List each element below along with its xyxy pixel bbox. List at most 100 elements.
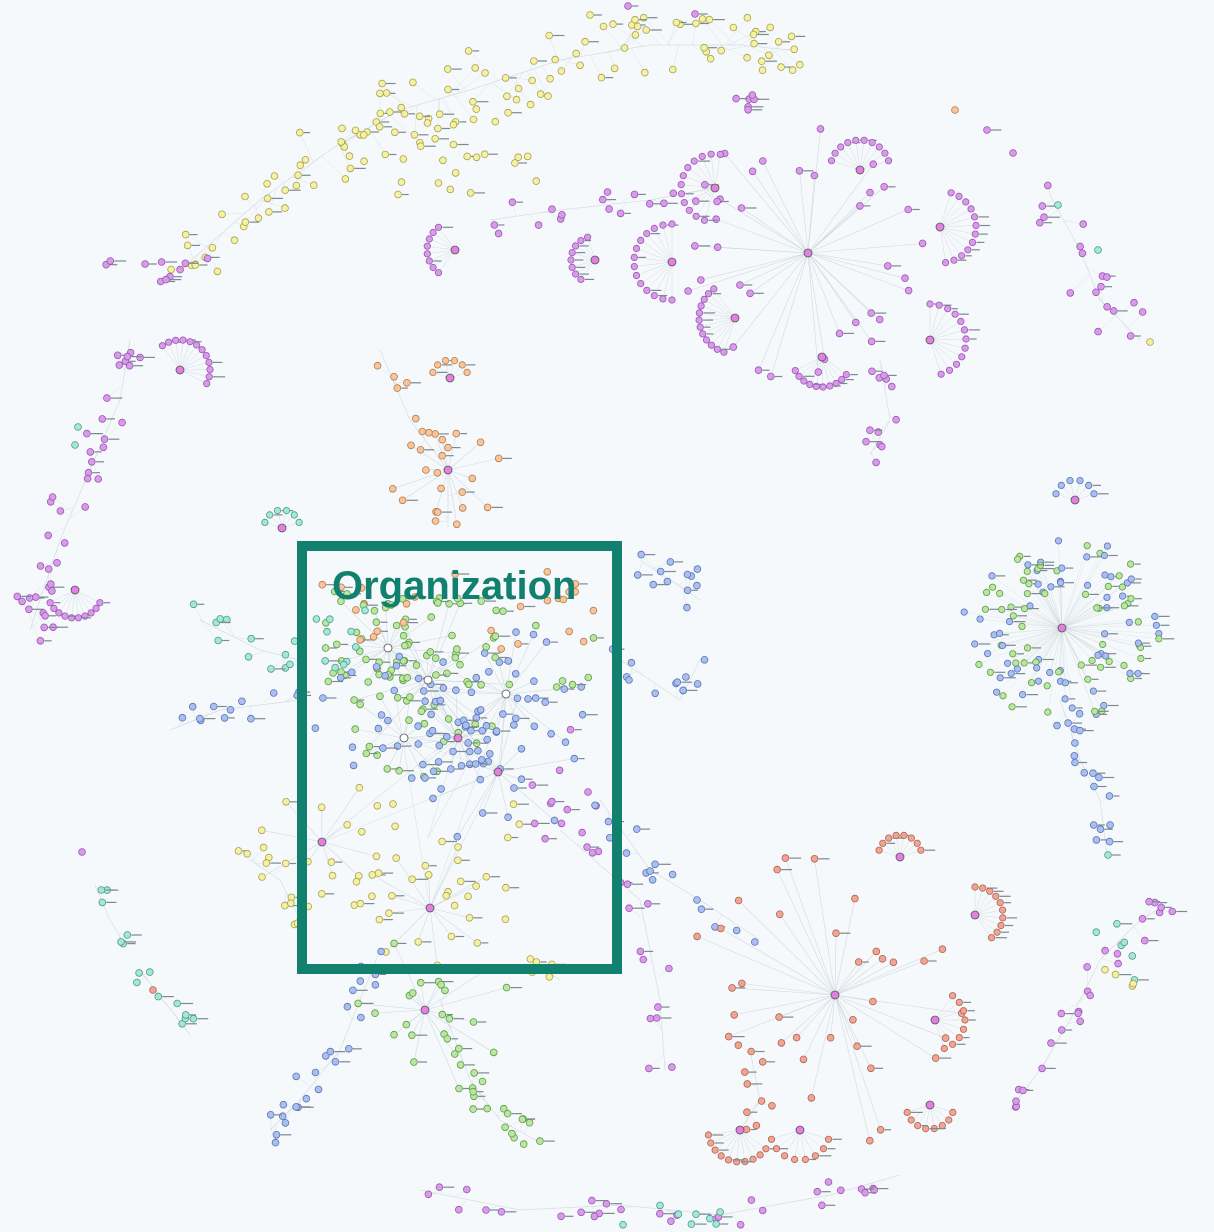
graph-node-label-mark (774, 375, 783, 378)
graph-node-label-mark (640, 828, 650, 830)
graph-node (389, 800, 397, 808)
graph-node (514, 640, 522, 648)
graph-node (286, 660, 294, 669)
graph-edge (179, 349, 203, 371)
graph-node-label-mark (129, 360, 136, 362)
graph-node (1141, 936, 1149, 945)
graph-edge (372, 874, 431, 909)
graph-node-label-mark (408, 113, 415, 115)
graph-node (434, 179, 443, 187)
graph-node-label-mark (476, 101, 489, 103)
graph-node-label-mark (485, 600, 497, 602)
graph-node (429, 263, 437, 272)
graph-node (451, 570, 459, 578)
graph-node-label-mark (750, 1111, 758, 1113)
graph-node (149, 986, 157, 994)
graph-edge (834, 961, 859, 996)
graph-node (1105, 657, 1113, 666)
graph-node (1023, 567, 1031, 576)
graph-node-label-mark (818, 858, 830, 860)
graph-hub-node (425, 903, 435, 913)
graph-node-label-mark (457, 750, 469, 753)
graph-node-label-mark (873, 429, 883, 431)
graph-node-label-mark (217, 705, 227, 708)
graph-node (1071, 758, 1079, 767)
graph-node-label-mark (705, 908, 714, 910)
graph-node-label-mark (843, 332, 855, 334)
graph-node (860, 136, 868, 144)
graph-node (470, 1069, 479, 1077)
graph-node (96, 599, 104, 607)
graph-edge (52, 496, 73, 512)
graph-node (578, 828, 586, 837)
graph-node-label-mark (506, 713, 514, 715)
graph-node-label-mark (995, 937, 1008, 939)
graph-node (167, 265, 175, 274)
graph-node (869, 160, 877, 169)
graph-node-label-mark (481, 942, 489, 944)
graph-node-label-mark (370, 658, 379, 660)
graph-node (454, 843, 462, 851)
graph-node (1115, 572, 1123, 580)
graph-node-label-mark (782, 41, 791, 43)
graph-node (293, 919, 302, 927)
graph-node-label-mark (576, 252, 586, 254)
graph-node-label-mark (386, 82, 396, 85)
graph-node (514, 84, 523, 93)
graph-node (542, 638, 551, 646)
graph-node-label-mark (511, 1113, 522, 1115)
graph-node (875, 143, 883, 151)
graph-edge (711, 317, 736, 346)
graph-node (281, 650, 290, 659)
graph-node (216, 615, 225, 623)
graph-node-label-mark (631, 883, 644, 885)
graph-edge (687, 252, 809, 292)
graph-node (998, 605, 1006, 614)
graph-node (743, 13, 752, 22)
graph-node (998, 906, 1007, 914)
graph-node (198, 346, 206, 354)
graph-node (415, 112, 424, 121)
graph-node (523, 152, 532, 161)
graph-node (682, 673, 690, 681)
graph-node (746, 289, 754, 298)
graph-node-label-mark (1098, 710, 1109, 712)
graph-edge (702, 317, 736, 335)
graph-node-label-mark (409, 618, 417, 620)
graph-node (1120, 602, 1129, 610)
graph-node (589, 606, 598, 615)
graph-node (555, 766, 564, 775)
graph-node-label-mark (803, 170, 814, 172)
graph-node (530, 722, 539, 731)
graph-edge (424, 981, 439, 1011)
graph-node-label-mark (426, 708, 439, 710)
graph-edge (616, 34, 636, 51)
graph-node-label-mark (364, 903, 375, 905)
graph-node (837, 143, 845, 151)
graph-node (193, 341, 201, 349)
graph-node (450, 1050, 459, 1058)
graph-edge (732, 987, 836, 996)
graph-node (266, 511, 274, 519)
graph-node (1064, 719, 1072, 727)
graph-edge (424, 700, 459, 739)
graph-node (683, 586, 692, 595)
graph-node (630, 262, 638, 271)
graph-edge (771, 1129, 801, 1140)
graph-node (410, 131, 419, 139)
graph-edge (625, 24, 633, 50)
graph-node-label-mark (472, 742, 479, 744)
graph-node-label-mark (149, 263, 157, 265)
graph-node-label-mark (1031, 593, 1041, 595)
graph-node (375, 123, 384, 131)
graph-edge (429, 238, 456, 251)
graph-node-label-mark (845, 379, 854, 381)
graph-edge (1027, 571, 1063, 629)
graph-edge (834, 994, 881, 1130)
graph-node (531, 694, 540, 702)
graph-node-label-mark (418, 596, 427, 598)
graph-node (995, 629, 1004, 638)
graph-node (536, 1137, 544, 1145)
graph-edge (776, 1129, 801, 1149)
